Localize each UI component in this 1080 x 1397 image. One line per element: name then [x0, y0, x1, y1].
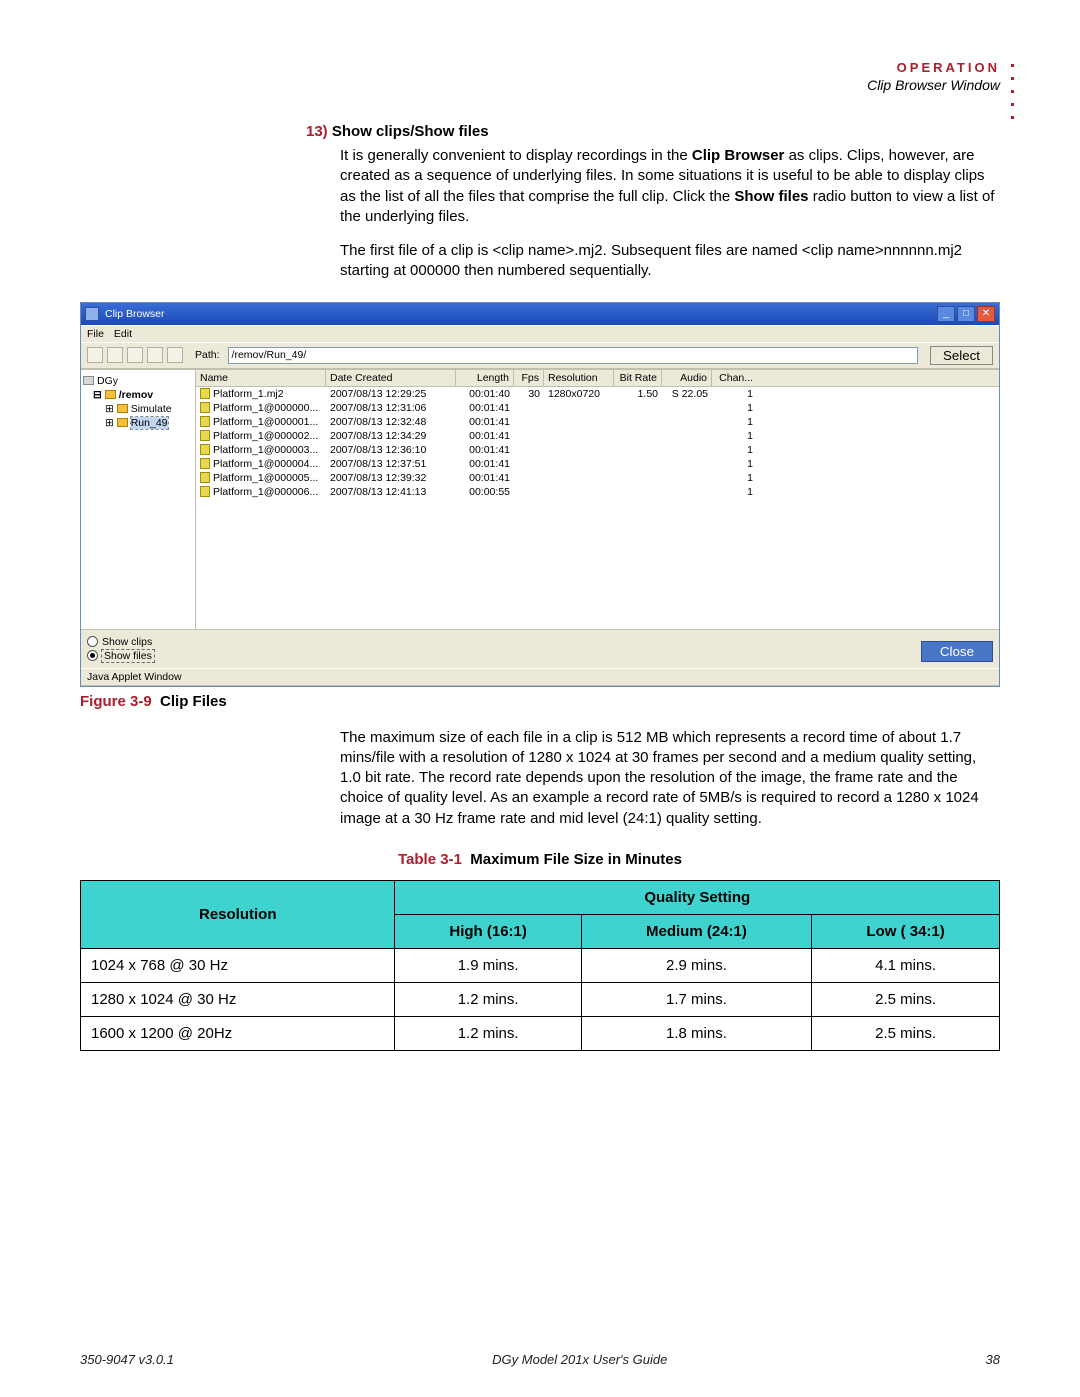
file-grid: Name Date Created Length Fps Resolution …	[196, 370, 999, 629]
path-label: Path:	[195, 349, 220, 361]
footer-left: 350-9047 v3.0.1	[80, 1352, 174, 1367]
table-row: 1280 x 1024 @ 30 Hz1.2 mins.1.7 mins.2.5…	[81, 982, 1000, 1016]
col-resolution[interactable]: Resolution	[544, 370, 614, 386]
col-length[interactable]: Length	[456, 370, 514, 386]
th-high: High (16:1)	[395, 914, 581, 948]
col-fps[interactable]: Fps	[514, 370, 544, 386]
folder-icon	[117, 418, 128, 427]
table-row[interactable]: Platform_1@000005...2007/08/13 12:39:320…	[196, 471, 999, 485]
table-row: 1600 x 1200 @ 20Hz1.2 mins.1.8 mins.2.5 …	[81, 1016, 1000, 1050]
step-heading: 13) Show clips/Show files	[306, 123, 1000, 140]
toolbar-icon[interactable]	[107, 347, 123, 363]
toolbar: Path: /remov/Run_49/ Select	[81, 342, 999, 369]
dot-ornament	[1011, 64, 1014, 119]
maximize-icon[interactable]: □	[957, 306, 975, 322]
col-audio[interactable]: Audio	[662, 370, 712, 386]
radio-icon	[87, 650, 98, 661]
table-row[interactable]: Platform_1@000003...2007/08/13 12:36:100…	[196, 443, 999, 457]
th-quality: Quality Setting	[395, 880, 1000, 914]
table-row[interactable]: Platform_1@000002...2007/08/13 12:34:290…	[196, 429, 999, 443]
col-channels[interactable]: Chan...	[712, 370, 757, 386]
header-subtitle: Clip Browser Window	[80, 77, 1000, 93]
table-row: 1024 x 768 @ 30 Hz1.9 mins.2.9 mins.4.1 …	[81, 948, 1000, 982]
paragraph-1: It is generally convenient to display re…	[340, 146, 1000, 227]
table-row[interactable]: Platform_1.mj22007/08/13 12:29:2500:01:4…	[196, 387, 999, 401]
minimize-icon[interactable]: _	[937, 306, 955, 322]
menu-edit[interactable]: Edit	[114, 328, 132, 340]
figure-caption: Figure 3-9 Clip Files	[80, 693, 1000, 710]
step-number: 13)	[306, 123, 328, 140]
window-titlebar: Clip Browser _ □ ✕	[81, 303, 999, 325]
show-clips-radio[interactable]: Show clips	[87, 636, 154, 648]
menu-file[interactable]: File	[87, 328, 104, 340]
table-row[interactable]: Platform_1@000001...2007/08/13 12:32:480…	[196, 415, 999, 429]
window-title: Clip Browser	[105, 308, 165, 320]
header-section-title: OPERATION	[80, 60, 1000, 75]
toolbar-icon[interactable]	[147, 347, 163, 363]
step-title: Show clips/Show files	[332, 123, 489, 140]
clip-browser-screenshot: Clip Browser _ □ ✕ File Edit Path: /remo…	[80, 302, 1000, 687]
menu-bar: File Edit	[81, 325, 999, 342]
folder-icon	[117, 404, 128, 413]
toolbar-icon[interactable]	[127, 347, 143, 363]
th-low: Low ( 34:1)	[812, 914, 1000, 948]
col-date[interactable]: Date Created	[326, 370, 456, 386]
tree-node[interactable]: DGy	[83, 374, 193, 388]
select-button[interactable]: Select	[930, 346, 993, 365]
paragraph-2: The first file of a clip is <clip name>.…	[340, 241, 1000, 282]
footer-center: DGy Model 201x User's Guide	[492, 1352, 667, 1367]
th-resolution: Resolution	[81, 880, 395, 948]
folder-icon	[105, 390, 116, 399]
th-medium: Medium (24:1)	[581, 914, 811, 948]
paragraph-3: The maximum size of each file in a clip …	[340, 728, 1000, 829]
table-row[interactable]: Platform_1@000006...2007/08/13 12:41:130…	[196, 485, 999, 499]
app-icon	[85, 307, 99, 321]
path-input[interactable]: /remov/Run_49/	[228, 347, 918, 364]
toolbar-icon[interactable]	[167, 347, 183, 363]
tree-node[interactable]: ⊞ Simulate	[83, 402, 193, 416]
close-button[interactable]: Close	[921, 641, 993, 662]
close-icon[interactable]: ✕	[977, 306, 995, 322]
table-row[interactable]: Platform_1@000004...2007/08/13 12:37:510…	[196, 457, 999, 471]
grid-header: Name Date Created Length Fps Resolution …	[196, 370, 999, 387]
status-bar: Java Applet Window	[81, 668, 999, 686]
tree-panel: DGy ⊟ /remov ⊞ Simulate ⊞ Run_49	[81, 370, 196, 629]
quality-table: Resolution Quality Setting High (16:1) M…	[80, 880, 1000, 1051]
col-bitrate[interactable]: Bit Rate	[614, 370, 662, 386]
table-row[interactable]: Platform_1@000000...2007/08/13 12:31:060…	[196, 401, 999, 415]
show-files-radio[interactable]: Show files	[87, 650, 154, 662]
page-header: OPERATION Clip Browser Window	[80, 60, 1000, 93]
page-footer: 350-9047 v3.0.1 DGy Model 201x User's Gu…	[80, 1352, 1000, 1367]
radio-icon	[87, 636, 98, 647]
tree-node[interactable]: ⊞ Run_49	[83, 416, 193, 430]
table-caption: Table 3-1 Maximum File Size in Minutes	[80, 851, 1000, 868]
disk-icon	[83, 376, 94, 385]
tree-node[interactable]: ⊟ /remov	[83, 388, 193, 402]
toolbar-icon[interactable]	[87, 347, 103, 363]
col-name[interactable]: Name	[196, 370, 326, 386]
footer-right: 38	[986, 1352, 1000, 1367]
